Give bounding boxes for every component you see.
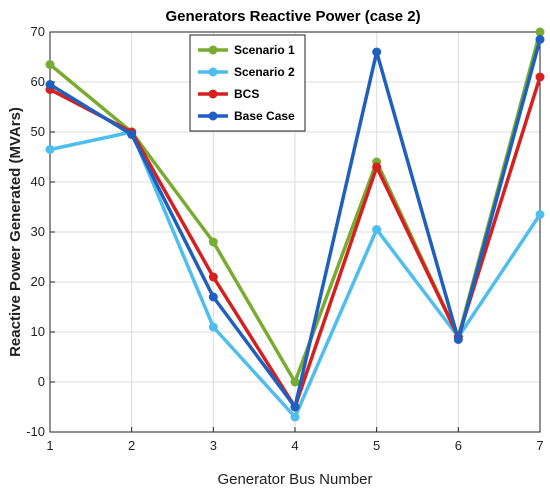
data-point-scenario-1 [208,237,218,247]
data-point-scenario-2 [535,210,545,219]
y-tick-label: 30 [31,224,45,239]
y-tick-label: 10 [31,324,45,339]
data-point-base-case [453,335,463,344]
x-axis: 1 2 3 4 5 6 7 [46,427,544,453]
legend-marker-scenario-2 [208,67,218,77]
x-tick-label: 4 [291,438,298,453]
legend-marker-bcs [208,89,218,99]
data-point-scenario-2 [208,322,218,332]
y-tick-label: 50 [31,124,45,139]
series-group [45,27,545,422]
y-tick-label: 70 [31,24,45,39]
data-point-scenario-2 [45,145,55,154]
chart-title: Generators Reactive Power (case 2) [165,8,420,25]
data-point-base-case [372,47,382,57]
legend-label-base-case: Base Case [234,109,295,123]
y-tick-label: 0 [38,374,45,389]
data-point-bcs [208,272,218,282]
data-point-scenario-1 [45,60,55,69]
y-axis: -10 0 10 20 30 40 50 60 70 [26,24,55,439]
data-point-base-case [290,402,300,412]
y-tick-label: 60 [31,74,45,89]
legend-label-scenario-1: Scenario 1 [234,43,295,57]
x-tick-label: 7 [536,438,543,453]
data-point-scenario-2 [372,225,382,234]
legend-label-bcs: BCS [234,87,259,101]
data-point-scenario-2 [290,412,300,422]
x-tick-label: 3 [210,438,217,453]
y-tick-label: 20 [31,274,45,289]
y-axis-label: Reactive Power Generated (MVArs) [7,107,24,357]
data-point-bcs [535,72,545,82]
data-point-scenario-1 [290,377,300,387]
y-tick-label: 40 [31,174,45,189]
data-point-base-case [535,35,545,44]
x-axis-label: Generator Bus Number [217,471,372,488]
data-point-base-case [208,292,218,302]
data-point-scenario-1 [535,27,545,37]
data-point-bcs [372,162,382,172]
data-point-base-case [127,130,137,139]
x-tick-label: 1 [46,438,53,453]
x-tick-label: 6 [455,438,462,453]
legend-label-scenario-2: Scenario 2 [234,65,295,79]
legend-marker-base-case [208,111,218,121]
y-tick-label: -10 [26,424,45,439]
x-tick-label: 5 [373,438,380,453]
legend: Scenario 1 Scenario 2 BCS Base Case [189,34,306,132]
legend-marker-scenario-1 [208,45,218,55]
data-point-base-case [45,80,55,89]
x-tick-label: 2 [128,438,135,453]
